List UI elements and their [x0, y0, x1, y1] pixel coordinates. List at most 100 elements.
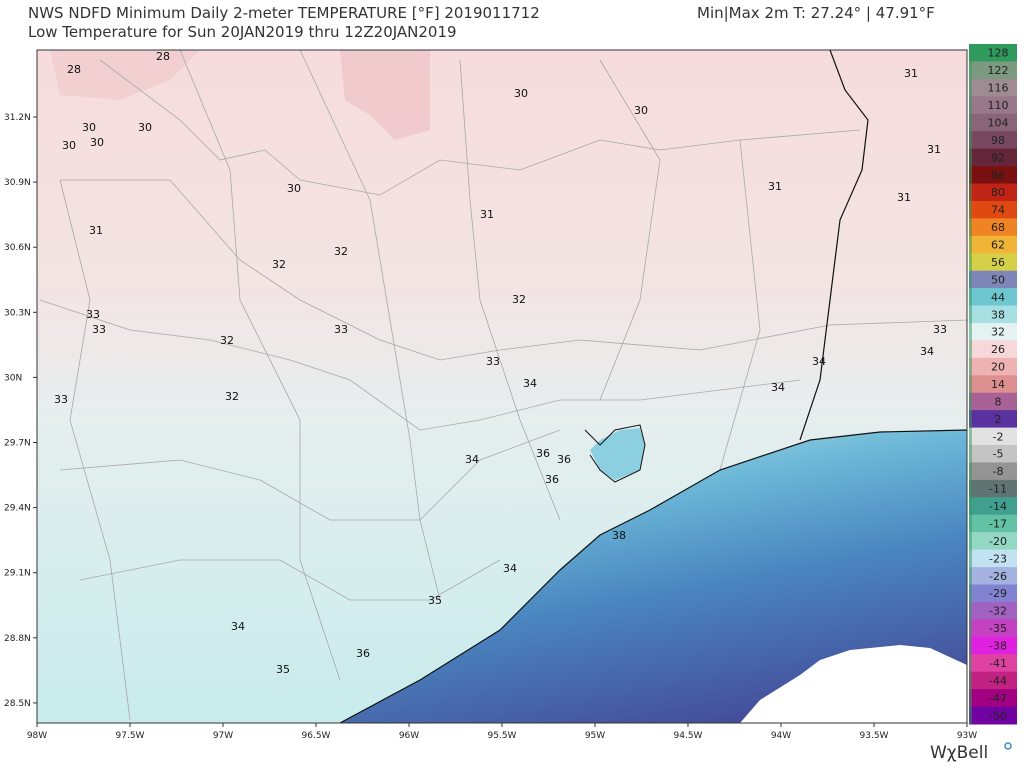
colorbar-label: -20	[989, 535, 1007, 548]
station-value: 28	[156, 50, 170, 63]
station-value: 34	[771, 381, 785, 394]
colorbar-swatch	[969, 183, 1017, 202]
station-value: 32	[334, 245, 348, 258]
header-minmax: Min|Max 2m T: 27.24° | 47.91°F	[697, 4, 935, 22]
county-lines	[39, 49, 968, 721]
station-value: 30	[634, 104, 648, 117]
colorbar-label: 44	[991, 291, 1005, 304]
station-value: 36	[536, 447, 550, 460]
station-value: 35	[276, 663, 290, 676]
colorbar-label: 98	[991, 134, 1005, 147]
colorbar-swatch	[969, 689, 1017, 708]
station-value: 34	[920, 345, 934, 358]
station-value: 38	[612, 529, 626, 542]
colorbar-swatch	[969, 392, 1017, 411]
colorbar-label: -41	[989, 657, 1007, 670]
colorbar-label: 68	[991, 221, 1005, 234]
lat-label: 29.1N	[4, 569, 31, 579]
lon-label: 94.5W	[674, 731, 703, 741]
station-value: 33	[933, 323, 947, 336]
station-value: 34	[465, 453, 479, 466]
station-value: 34	[231, 620, 245, 633]
no-data	[740, 645, 967, 723]
colorbar-label: 110	[988, 99, 1009, 112]
colorbar-swatch	[969, 706, 1017, 725]
station-value: 34	[523, 377, 537, 390]
colorbar-label: 50	[991, 273, 1005, 286]
lon-label: 93.5W	[860, 731, 889, 741]
map	[37, 49, 968, 724]
colorbar-label: -5	[993, 448, 1004, 461]
lat-label: 31.2N	[4, 113, 31, 123]
colorbar-swatch	[969, 497, 1017, 516]
colorbar-swatch	[969, 305, 1017, 324]
station-value: 30	[138, 121, 152, 134]
colorbar-swatch	[969, 113, 1017, 132]
colorbar-label: 80	[991, 186, 1005, 199]
cold-area	[50, 50, 200, 100]
colorbar-swatch	[969, 166, 1017, 184]
station-value: 34	[503, 562, 517, 575]
station-value: 32	[225, 390, 239, 403]
axes: 31.2N 30.9N 30.6N 30.3N 30N 29.7N 29.4N 29.1N 28…	[4, 49, 977, 741]
lat-label: 29.7N	[4, 439, 31, 449]
station-value: 33	[54, 393, 68, 406]
colorbar-swatch	[969, 61, 1017, 80]
lon-label: 96W	[399, 731, 419, 741]
station-value: 30	[514, 87, 528, 100]
colorbar-swatch	[969, 235, 1017, 254]
colorbar-label: 104	[988, 116, 1009, 129]
colorbar-swatch	[969, 636, 1017, 655]
station-value: 31	[904, 67, 918, 80]
lon-label: 95W	[585, 731, 605, 741]
colorbar-label: 128	[988, 47, 1009, 60]
station-value: 33	[92, 323, 106, 336]
cold-area	[340, 50, 430, 140]
colorbar-label: -17	[989, 517, 1007, 530]
colorbar-label: 14	[991, 378, 1005, 391]
colorbar-label: -11	[989, 483, 1007, 496]
colorbar-label: -32	[989, 605, 1007, 618]
colorbar-swatch	[969, 200, 1017, 219]
lat-label: 30.3N	[4, 308, 31, 318]
colorbar-label: 122	[988, 64, 1009, 77]
station-value: 34	[812, 355, 826, 368]
station-value: 30	[90, 136, 104, 149]
colorbar-swatch	[969, 654, 1017, 673]
colorbar-label: 20	[991, 361, 1005, 374]
colorbar-swatch	[969, 427, 1017, 446]
lon-label: 96.5W	[302, 731, 331, 741]
colorbar-label: 26	[991, 343, 1005, 356]
station-value: 35	[428, 594, 442, 607]
colorbar-label: -50	[989, 709, 1007, 722]
header-subtitle: Low Temperature for Sun 20JAN2019 thru 1…	[28, 23, 457, 41]
colorbar-label: -23	[989, 552, 1007, 565]
colorbar-swatch	[969, 78, 1017, 97]
colorbar-swatch	[969, 357, 1017, 376]
station-value: 36	[557, 453, 571, 466]
colorbar-label: 116	[988, 82, 1009, 95]
colorbar-label: -29	[989, 587, 1007, 600]
bay-shore	[584, 424, 646, 483]
station-value: 31	[927, 143, 941, 156]
colorbar-swatch	[969, 462, 1017, 481]
coastline	[339, 429, 968, 724]
station-value: 32	[272, 258, 286, 271]
colorbar-label: 86	[991, 169, 1005, 182]
colorbar-label: 56	[991, 256, 1005, 269]
map-frame	[36, 49, 968, 724]
state-border	[799, 49, 869, 441]
lat-label: 28.8N	[4, 634, 31, 644]
colorbar-swatch	[969, 131, 1017, 150]
station-value: 32	[512, 293, 526, 306]
station-value: 32	[220, 334, 234, 347]
colorbar-label: -38	[989, 640, 1007, 653]
station-value: 30	[287, 182, 301, 195]
colorbar-swatch	[969, 601, 1017, 620]
header-title: NWS NDFD Minimum Daily 2-meter TEMPERATU…	[28, 4, 540, 22]
colorbar-swatch	[969, 288, 1017, 307]
station-value: 28	[67, 63, 81, 76]
colorbar-swatch	[969, 584, 1017, 603]
colorbar-label: 74	[991, 204, 1005, 217]
